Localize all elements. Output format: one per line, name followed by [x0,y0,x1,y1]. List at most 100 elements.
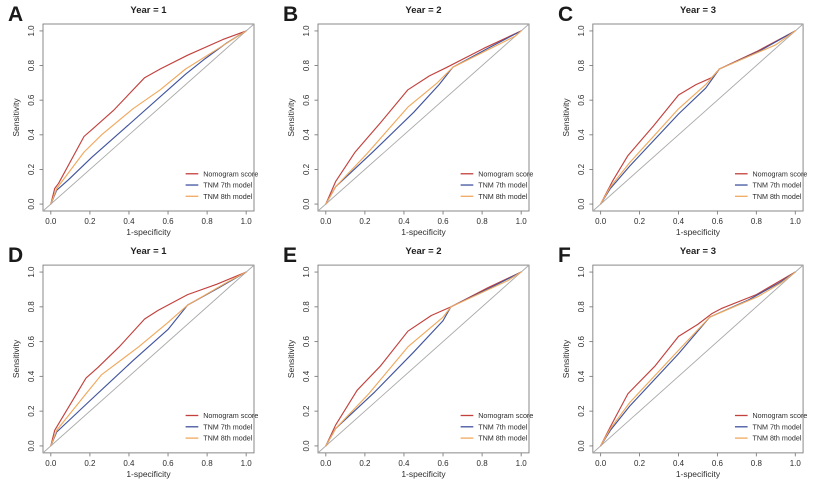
y-tick-label: 0.6 [577,94,586,106]
legend-label: Nomogram score [203,169,258,178]
y-tick-label: 0.0 [577,198,586,210]
roc-curve-tnm-8th-model [600,30,796,205]
x-axis-label: 1-specificity [126,469,171,479]
x-tick-label: 0.0 [595,459,607,468]
plot-box [42,23,255,212]
roc-plot-a: Year = 1 0.0 0.0 0.2 0.2 0.4 0.4 0.6 0.6 0.8 0.8 1.… [11,5,258,237]
chart-title: Year = 1 [130,246,167,257]
x-tick-label: 0.2 [359,217,371,226]
diagonal-reference-line [42,264,255,454]
x-tick-label: 1.0 [241,217,253,226]
x-tick-label: 0.6 [712,217,724,226]
y-tick-label: 1.0 [577,25,586,37]
diagonal-reference-line [592,23,804,212]
roc-curve-nomogram-score [325,271,522,447]
legend-label: TNM 7th model [478,422,528,431]
x-tick-label: 0.4 [123,217,135,226]
y-axis-label: Sensitivity [11,98,21,137]
y-tick-label: 0.6 [27,335,36,347]
y-axis-label: Sensitivity [561,339,571,378]
y-tick-label: 0.4 [577,370,586,382]
y-tick-label: 0.2 [577,405,586,417]
roc-curve-nomogram-score [50,30,247,205]
y-tick-label: 0.4 [577,129,586,141]
roc-curve-tnm-8th-model [50,30,247,205]
y-tick-label: 0.8 [577,59,586,71]
chart-title: Year = 1 [130,5,167,16]
roc-plot-d: Year = 1 0.0 0.0 0.2 0.2 0.4 0.4 0.6 0.6 0.8 0.8 1.… [11,246,258,479]
panel-letter-f: F [558,244,571,267]
x-tick-label: 0.6 [437,459,449,468]
y-tick-label: 0.6 [27,94,36,106]
y-tick-label: 0.4 [302,129,311,141]
y-tick-label: 0.2 [27,163,36,175]
y-tick-label: 1.0 [302,266,311,278]
x-tick-label: 0.0 [45,217,57,226]
x-tick-label: 0.6 [162,459,174,468]
x-tick-label: 0.6 [712,459,724,468]
panel-letter-a: A [8,3,24,26]
roc-curve-tnm-8th-model [50,271,247,447]
y-tick-label: 1.0 [302,25,311,37]
y-axis-label: Sensitivity [561,98,571,137]
x-axis-label: 1-specificity [126,227,171,237]
y-tick-label: 0.6 [302,94,311,106]
x-axis-label: 1-specificity [676,469,721,479]
roc-curve-tnm-7th-model [50,30,247,205]
y-tick-label: 0.6 [577,335,586,347]
legend-label: TNM 7th model [752,182,801,190]
x-tick-label: 0.6 [437,217,449,226]
y-tick-label: 0.8 [27,59,36,71]
x-tick-label: 0.8 [202,217,214,226]
plot-box [317,264,530,454]
roc-curve-tnm-7th-model [600,271,796,447]
panel-e: E Year = 2 0.0 0.0 0.2 0.2 0.4 0.4 0.6 0.6 0.8 0.8… [275,241,550,483]
roc-curve-tnm-8th-model [600,271,796,447]
x-tick-label: 0.8 [202,459,214,468]
roc-curve-nomogram-score [325,30,522,205]
legend-label: TNM 8th model [203,434,253,443]
roc-plot-c: Year = 3 0.0 0.0 0.2 0.2 0.4 0.4 0.6 0.6 0.8 0.8 1.… [561,5,807,237]
x-tick-label: 0.2 [634,459,646,468]
panel-c: C Year = 3 0.0 0.0 0.2 0.2 0.4 0.4 0.6 0.6 0.8 0.8… [550,0,824,241]
x-axis-label: 1-specificity [401,227,446,237]
x-tick-label: 0.4 [123,459,135,468]
legend-label: TNM 8th model [203,192,253,201]
y-axis-label: Sensitivity [286,98,296,137]
x-tick-label: 0.8 [751,459,763,468]
roc-curve-nomogram-score [50,271,247,447]
x-tick-label: 0.0 [595,217,607,226]
plot-box [317,23,530,212]
x-tick-label: 0.8 [477,217,489,226]
legend-label: TNM 7th model [478,181,528,190]
roc-curve-nomogram-score [600,271,796,447]
legend-label: Nomogram score [478,169,533,178]
legend-label: Nomogram score [478,411,533,420]
x-tick-label: 0.8 [751,217,763,226]
panel-letter-c: C [558,3,574,26]
roc-plot-f: Year = 3 0.0 0.0 0.2 0.2 0.4 0.4 0.6 0.6 0.8 0.8 1.… [561,246,807,479]
legend-label: TNM 7th model [203,181,253,190]
y-tick-label: 0.4 [27,129,36,141]
x-tick-label: 1.0 [790,217,802,226]
legend-label: Nomogram score [752,411,807,420]
y-tick-label: 0.4 [27,370,36,382]
x-tick-label: 0.4 [398,217,410,226]
panel-letter-b: B [283,3,299,26]
x-tick-label: 1.0 [516,459,528,468]
panel-a: A Year = 1 0.0 0.0 0.2 0.2 0.4 0.4 0.6 0.6 0.8 0.8… [0,0,275,241]
x-tick-label: 0.0 [320,459,332,468]
x-tick-label: 0.2 [634,217,646,226]
x-tick-label: 0.0 [320,217,332,226]
y-tick-label: 0.0 [302,198,311,210]
legend-label: TNM 7th model [752,422,801,431]
x-axis-label: 1-specificity [676,227,721,237]
x-tick-label: 0.6 [162,217,174,226]
roc-plot-b: Year = 2 0.0 0.0 0.2 0.2 0.4 0.4 0.6 0.6 0.8 0.8 1.… [286,5,533,237]
y-tick-label: 0.8 [302,59,311,71]
roc-plot-e: Year = 2 0.0 0.0 0.2 0.2 0.4 0.4 0.6 0.6 0.8 0.8 1.… [286,246,533,479]
y-tick-label: 0.2 [27,405,36,417]
y-tick-label: 0.2 [302,405,311,417]
legend-label: TNM 8th model [478,434,528,443]
diagonal-reference-line [592,264,804,454]
